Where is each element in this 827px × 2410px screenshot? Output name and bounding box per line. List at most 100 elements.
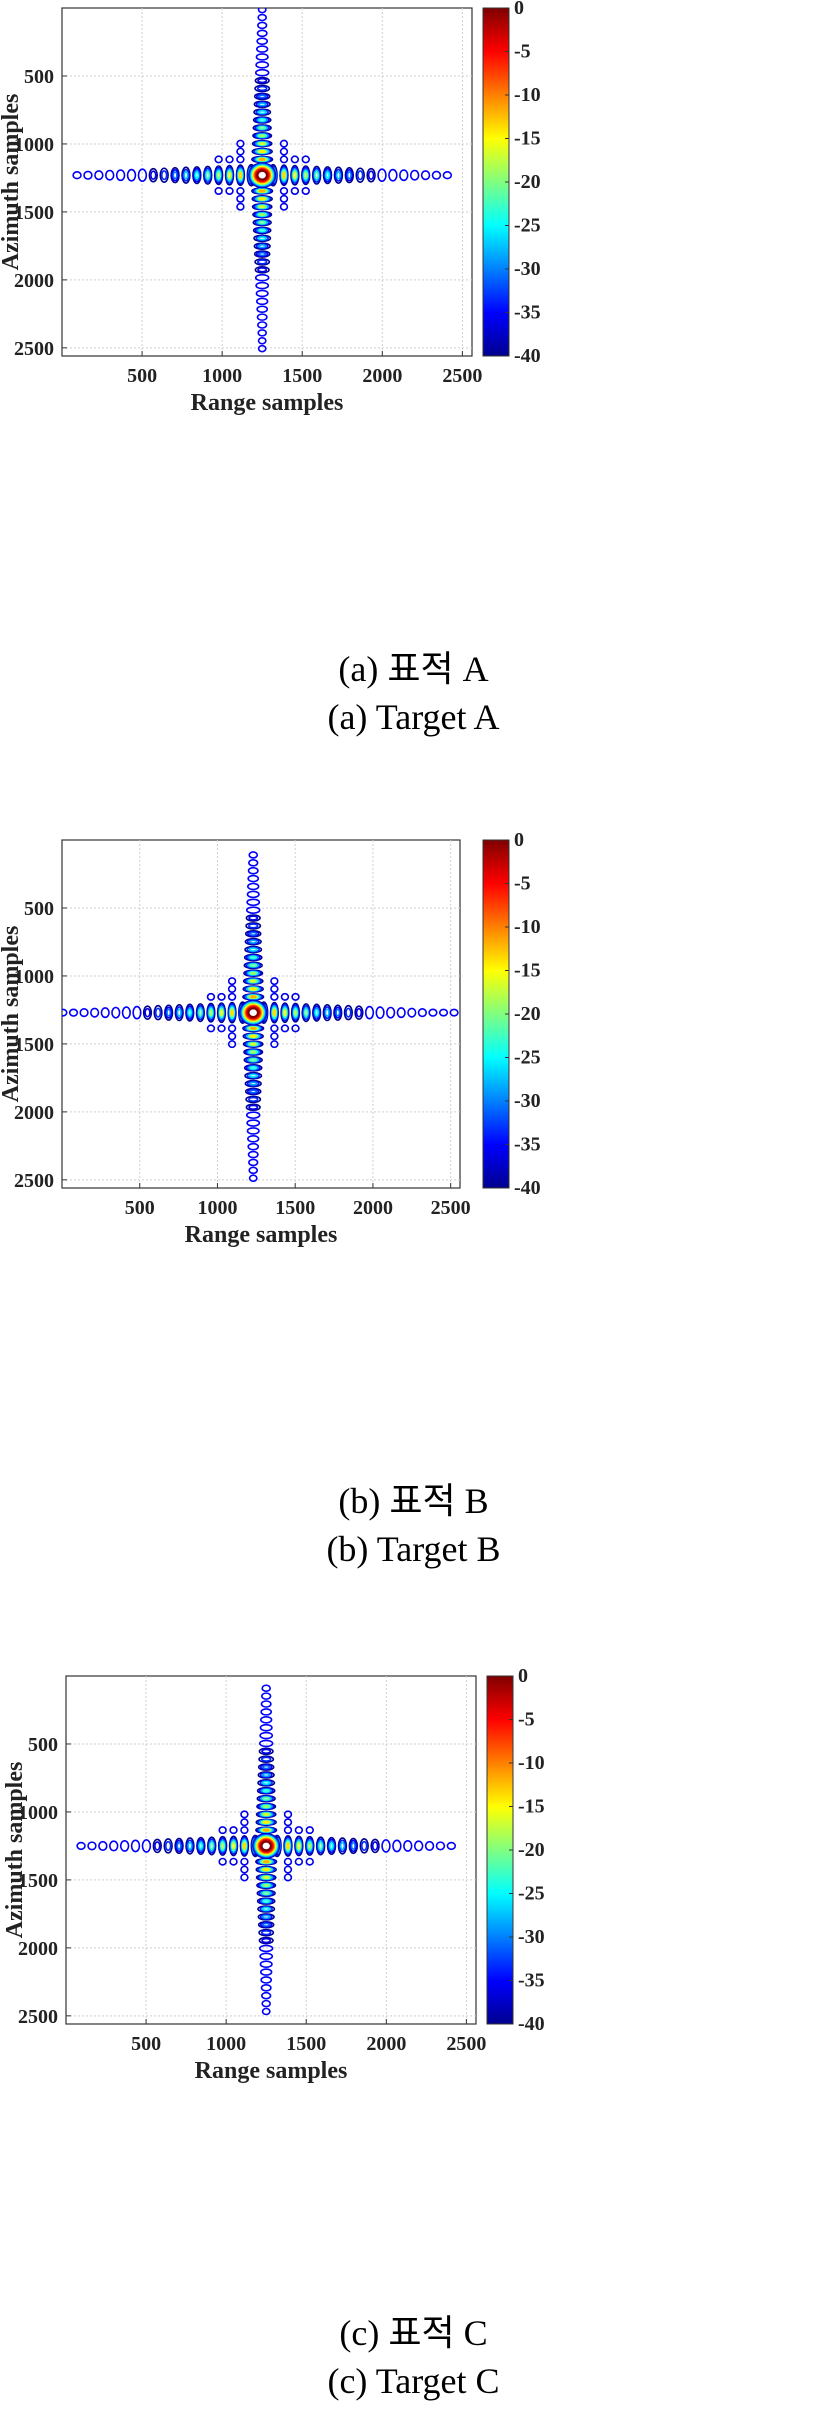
colorbar-tick-label: -25 bbox=[514, 1047, 541, 1069]
azimuth-sidelobe bbox=[255, 101, 269, 108]
colorbar-tick-label: -20 bbox=[514, 1003, 541, 1025]
x-axis-label: Range samples bbox=[195, 2058, 348, 2084]
colorbar-tick-label: -10 bbox=[514, 84, 541, 106]
azimuth-sidelobe bbox=[244, 1071, 263, 1080]
cross-sidelobe bbox=[218, 1857, 227, 1866]
azimuth-sidelobe bbox=[259, 1913, 273, 1920]
y-tick-label: 1500 bbox=[14, 202, 54, 224]
range-sidelobe bbox=[159, 167, 169, 183]
range-sidelobe bbox=[160, 170, 168, 181]
cross-sidelobe bbox=[270, 992, 279, 1001]
range-sidelobe bbox=[328, 1840, 335, 1852]
range-sidelobe bbox=[83, 170, 93, 180]
cross-sidelobe bbox=[283, 1818, 293, 1827]
azimuth-sidelobe bbox=[244, 937, 262, 946]
range-sidelobe bbox=[344, 167, 355, 184]
azimuth-sidelobe bbox=[255, 251, 269, 258]
range-sidelobe bbox=[141, 1839, 152, 1853]
azimuth-sidelobe bbox=[245, 922, 262, 930]
range-sidelobe bbox=[272, 1009, 277, 1016]
range-sidelobe bbox=[216, 171, 221, 179]
range-sidelobe bbox=[338, 1839, 347, 1853]
azimuth-sidelobe bbox=[258, 228, 266, 233]
azimuth-sidelobe bbox=[260, 1984, 272, 1992]
azimuth-sidelobe bbox=[262, 1867, 270, 1872]
azimuth-sidelobe bbox=[258, 149, 266, 154]
range-sidelobe bbox=[282, 171, 286, 179]
range-sidelobe bbox=[303, 1008, 309, 1017]
range-sidelobe bbox=[198, 1008, 203, 1017]
cross-sidelobe bbox=[301, 155, 310, 164]
range-sidelobe bbox=[142, 1005, 153, 1020]
range-sidelobe bbox=[323, 167, 332, 183]
y-tick-label: 1500 bbox=[18, 1870, 58, 1892]
range-sidelobe bbox=[98, 1840, 108, 1851]
azimuth-sidelobe bbox=[247, 1088, 260, 1095]
azimuth-sidelobe bbox=[248, 1166, 259, 1175]
cross-sidelobe bbox=[279, 155, 289, 164]
range-sidelobe bbox=[119, 1839, 130, 1852]
range-sidelobe bbox=[356, 170, 364, 181]
range-sidelobe bbox=[154, 1007, 162, 1018]
range-sidelobe bbox=[324, 169, 331, 181]
range-sidelobe bbox=[375, 1006, 385, 1020]
azimuth-sidelobe bbox=[258, 142, 266, 146]
x-tick-label: 2000 bbox=[353, 1197, 393, 1219]
range-sidelobe bbox=[317, 1840, 324, 1852]
azimuth-sidelobe bbox=[244, 1087, 262, 1096]
azimuth-sidelobe bbox=[260, 1976, 273, 1984]
azimuth-sidelobe bbox=[259, 1771, 273, 1778]
colorbar-tick-label: -15 bbox=[514, 128, 541, 150]
range-sidelobe bbox=[238, 171, 243, 179]
range-sidelobe bbox=[193, 169, 200, 181]
range-sidelobe bbox=[115, 169, 126, 182]
colorbar-tick-label: 0 bbox=[518, 1665, 528, 1687]
y-tick-label: 500 bbox=[24, 66, 54, 88]
azimuth-sidelobe bbox=[248, 947, 258, 952]
range-sidelobe bbox=[329, 1842, 334, 1850]
range-sidelobe bbox=[109, 1840, 119, 1852]
azimuth-sidelobe bbox=[258, 1936, 274, 1945]
colorbar-tick-label: -5 bbox=[514, 873, 531, 895]
range-sidelobe bbox=[187, 1008, 192, 1017]
cross-sidelobe bbox=[236, 194, 245, 203]
range-sidelobe bbox=[409, 169, 420, 181]
azimuth-sidelobe bbox=[249, 987, 257, 991]
range-sidelobe bbox=[185, 1837, 195, 1855]
range-sidelobe bbox=[79, 1008, 89, 1018]
range-sidelobe bbox=[333, 1004, 343, 1021]
azimuth-sidelobe bbox=[262, 1883, 270, 1887]
range-sidelobe bbox=[316, 1838, 325, 1854]
azimuth-sidelobe bbox=[258, 1944, 274, 1953]
cross-sidelobe bbox=[206, 1024, 216, 1033]
x-axis-label: Range samples bbox=[191, 390, 344, 416]
range-sidelobe bbox=[413, 1840, 424, 1852]
range-sidelobe bbox=[346, 171, 352, 180]
azimuth-sidelobe bbox=[262, 1828, 270, 1832]
contour-group bbox=[62, 851, 459, 1183]
azimuth-sidelobe bbox=[257, 8, 267, 14]
range-sidelobe bbox=[322, 1003, 332, 1022]
colorbar-tick-label: -10 bbox=[518, 1752, 545, 1774]
range-sidelobe bbox=[94, 170, 104, 181]
azimuth-sidelobe bbox=[249, 963, 258, 968]
colorbar-tick-label: -40 bbox=[514, 345, 541, 367]
range-sidelobe bbox=[315, 1836, 326, 1856]
range-sidelobe bbox=[230, 1009, 234, 1016]
cross-sidelobe bbox=[225, 186, 234, 195]
cross-sidelobe bbox=[229, 1857, 238, 1866]
cross-sidelobe bbox=[236, 186, 245, 195]
range-sidelobe bbox=[327, 1838, 336, 1854]
azimuth-sidelobe bbox=[254, 266, 270, 274]
azimuth-sidelobe bbox=[248, 1104, 259, 1110]
cross-sidelobe bbox=[279, 186, 289, 195]
range-sidelobe bbox=[100, 1007, 110, 1019]
colorbar-tick-label: -20 bbox=[518, 1839, 545, 1861]
range-sidelobe bbox=[303, 1006, 310, 1019]
azimuth-sidelobe bbox=[261, 1999, 271, 2008]
range-sidelobe bbox=[181, 166, 191, 184]
range-sidelobe bbox=[209, 1009, 213, 1017]
cross-sidelobe bbox=[283, 1873, 293, 1882]
azimuth-sidelobe bbox=[253, 92, 271, 101]
azimuth-sidelobe bbox=[257, 21, 268, 30]
